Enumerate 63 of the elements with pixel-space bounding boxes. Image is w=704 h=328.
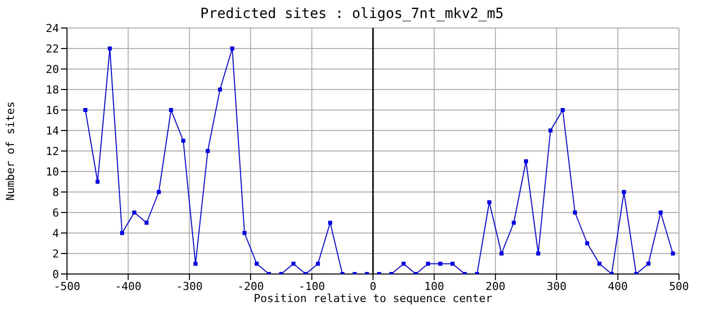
point bbox=[670, 252, 675, 256]
point bbox=[572, 210, 577, 214]
x-tick-label: -200 bbox=[237, 280, 264, 293]
y-tick-label: 12 bbox=[46, 144, 59, 158]
point bbox=[254, 262, 259, 266]
y-tick-label: 20 bbox=[46, 62, 59, 76]
point bbox=[108, 46, 112, 50]
x-tick-label: -500 bbox=[54, 280, 80, 293]
point bbox=[230, 46, 234, 50]
point bbox=[206, 149, 210, 153]
point bbox=[194, 262, 198, 266]
point bbox=[597, 262, 602, 266]
point bbox=[120, 231, 124, 235]
x-tick-label: 500 bbox=[669, 280, 689, 293]
y-tick-label: 16 bbox=[46, 104, 59, 117]
point bbox=[83, 108, 88, 112]
point bbox=[169, 108, 174, 112]
point bbox=[450, 262, 455, 266]
x-tick-label: -100 bbox=[298, 280, 326, 293]
y-tick-label: 18 bbox=[46, 83, 59, 96]
y-tick-label: 8 bbox=[52, 186, 59, 199]
point bbox=[402, 262, 406, 266]
point bbox=[658, 210, 663, 214]
point bbox=[316, 262, 320, 266]
point bbox=[132, 210, 136, 214]
point bbox=[438, 262, 442, 266]
y-axis-title: Number of sites bbox=[4, 101, 17, 201]
point bbox=[500, 252, 504, 256]
y-tick-label: 2 bbox=[52, 247, 59, 260]
point bbox=[96, 180, 100, 184]
x-tick-label: -300 bbox=[176, 280, 203, 293]
point bbox=[328, 220, 332, 225]
point bbox=[622, 190, 626, 194]
point bbox=[242, 231, 246, 235]
chart-title: Predicted sites : oligos_7nt_mkv2_m5 bbox=[199, 6, 505, 22]
x-tick-label: -400 bbox=[114, 280, 142, 293]
point bbox=[291, 262, 296, 266]
x-tick-label: 100 bbox=[424, 280, 444, 293]
y-tick-label: 4 bbox=[52, 226, 60, 240]
y-tick-label: 0 bbox=[52, 268, 59, 281]
point bbox=[156, 190, 161, 194]
x-tick-label: 300 bbox=[546, 280, 567, 293]
point bbox=[646, 262, 650, 266]
point bbox=[426, 262, 430, 266]
y-tick-label: 6 bbox=[52, 206, 59, 220]
y-tick-label: 10 bbox=[46, 165, 59, 178]
point bbox=[144, 220, 149, 225]
y-tick-label: 22 bbox=[46, 42, 59, 56]
point bbox=[585, 241, 590, 246]
point bbox=[548, 128, 552, 132]
point bbox=[181, 138, 186, 143]
point bbox=[560, 108, 565, 112]
x-tick-label: 400 bbox=[608, 280, 628, 293]
x-tick-label: 0 bbox=[370, 280, 376, 293]
point bbox=[524, 159, 528, 164]
y-tick-label: 24 bbox=[46, 22, 60, 35]
point bbox=[536, 252, 540, 256]
point bbox=[487, 200, 492, 204]
x-tick-label: 200 bbox=[485, 280, 506, 293]
point bbox=[512, 220, 516, 225]
y-tick-label: 14 bbox=[46, 124, 60, 138]
x-axis-title: Position relative to sequence center bbox=[254, 292, 493, 305]
point bbox=[218, 88, 222, 92]
